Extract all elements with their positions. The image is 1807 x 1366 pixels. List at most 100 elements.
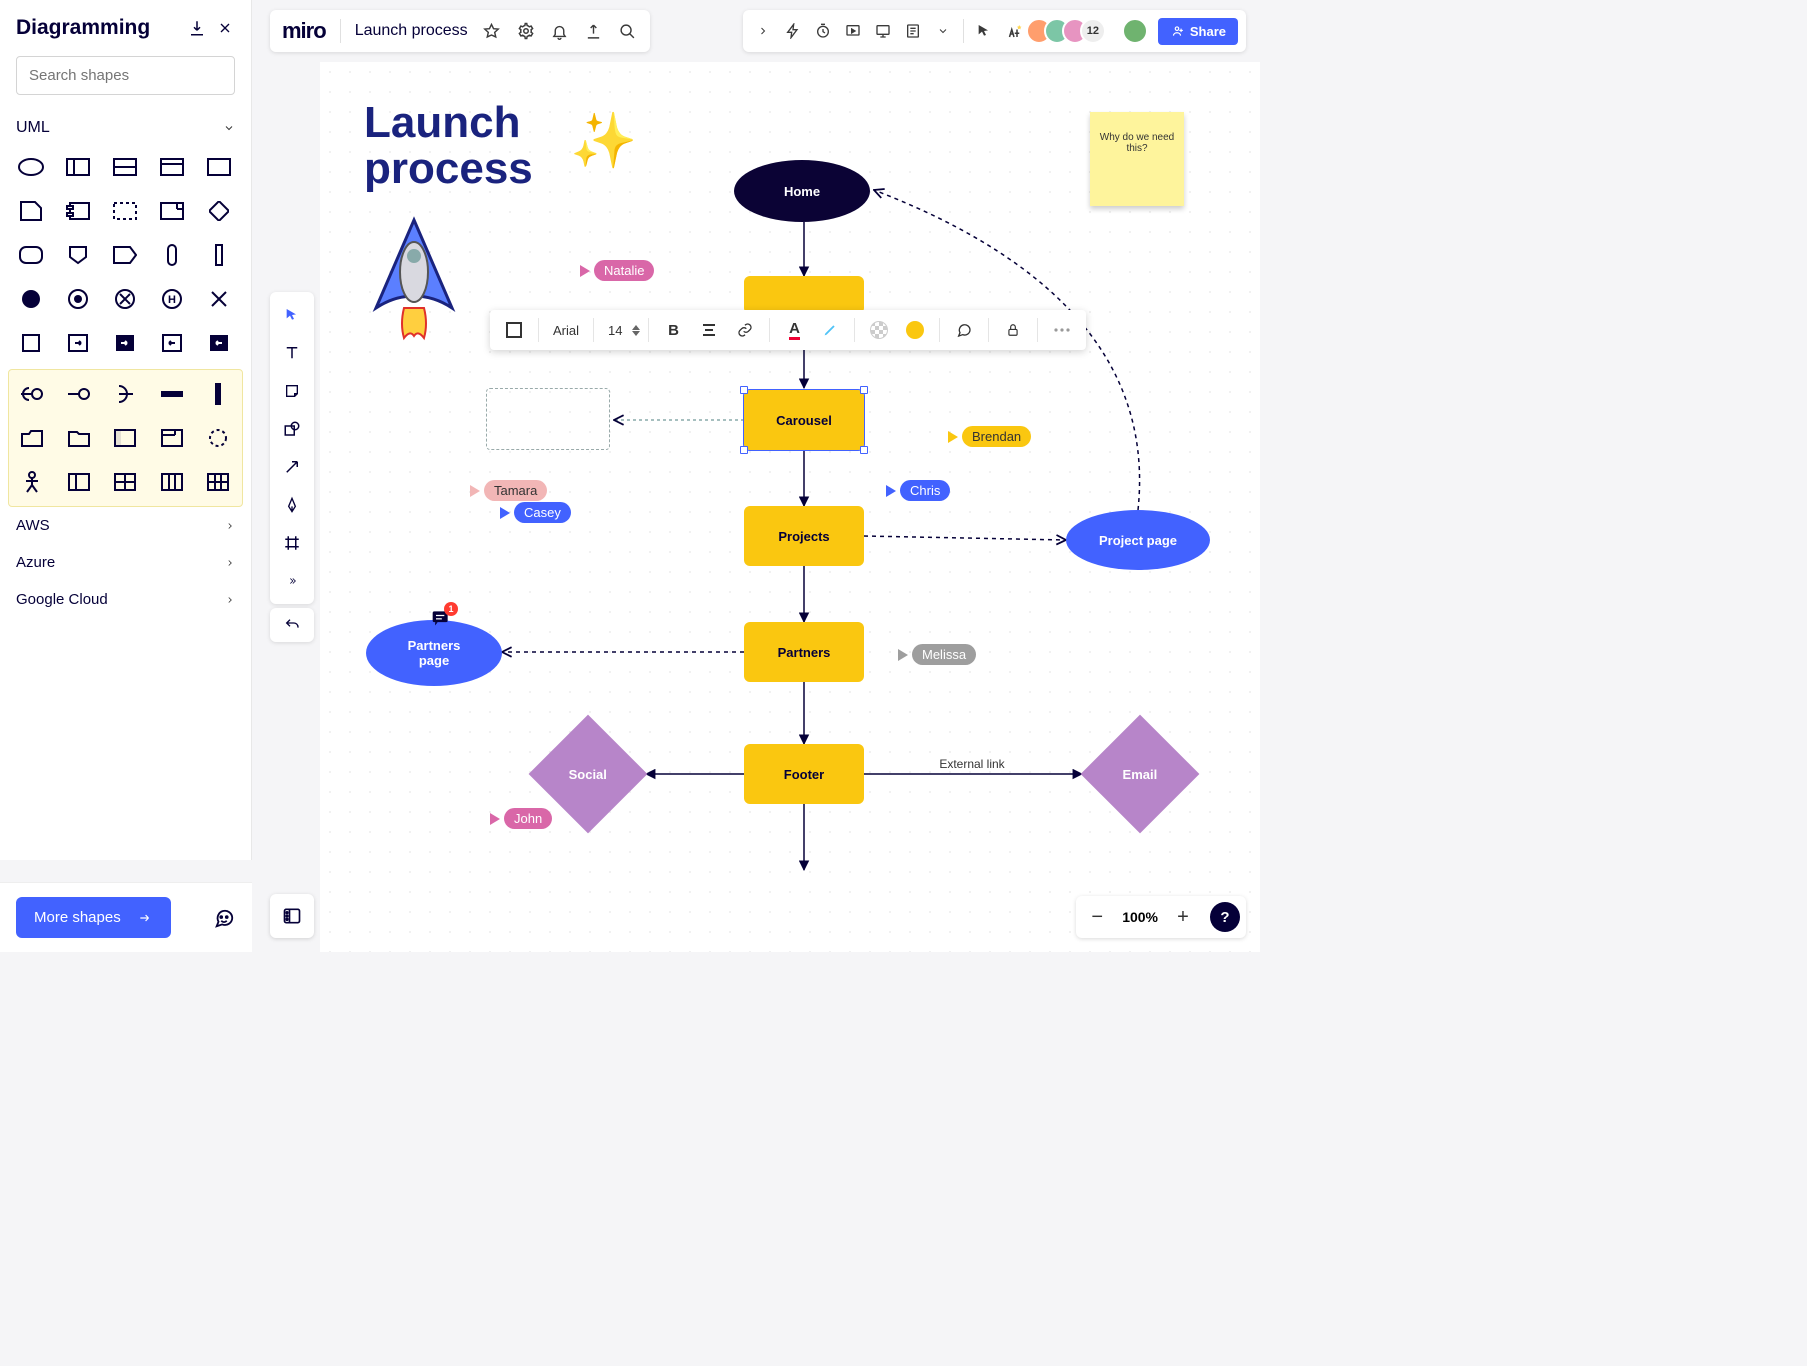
resize-handle[interactable] <box>740 386 748 394</box>
export-icon[interactable] <box>584 21 604 41</box>
text-color-button[interactable]: A <box>778 314 810 346</box>
fill-none-button[interactable] <box>863 314 895 346</box>
category-aws[interactable]: AWS <box>0 507 251 544</box>
shape-arrow-left[interactable] <box>153 325 191 361</box>
comment-button[interactable] <box>948 314 980 346</box>
shape-grid3[interactable] <box>199 464 237 500</box>
shape-3col[interactable] <box>153 464 191 500</box>
text-tool[interactable] <box>274 336 310 370</box>
pen-tool[interactable] <box>274 488 310 522</box>
resize-handle[interactable] <box>740 446 748 454</box>
arrow-tool[interactable] <box>274 450 310 484</box>
chevron-right-icon[interactable] <box>753 21 773 41</box>
shape-header-rect[interactable] <box>153 149 191 185</box>
shape-arrow-left-fill[interactable] <box>200 325 238 361</box>
avatar-me[interactable] <box>1122 18 1148 44</box>
present-icon[interactable] <box>843 21 863 41</box>
shape-table2[interactable] <box>106 149 144 185</box>
node-partners[interactable]: Partners <box>744 622 864 682</box>
share-button[interactable]: Share <box>1158 18 1238 45</box>
import-icon[interactable] <box>187 18 207 38</box>
node-footer[interactable]: Footer <box>744 744 864 804</box>
shape-shield[interactable] <box>59 237 97 273</box>
shape-tool[interactable] <box>274 412 310 446</box>
more-apps-icon[interactable] <box>933 21 953 41</box>
lock-button[interactable] <box>997 314 1029 346</box>
category-uml[interactable]: UML <box>0 111 251 145</box>
star-icon[interactable] <box>482 21 502 41</box>
rocket-sticker[interactable] <box>364 212 464 342</box>
shape-class[interactable] <box>59 149 97 185</box>
fill-color-button[interactable] <box>899 314 931 346</box>
shape-filled-circle[interactable] <box>12 281 50 317</box>
shape-rounded[interactable] <box>12 237 50 273</box>
node-partners-page[interactable]: Partners page 1 <box>366 620 502 686</box>
sticky-tool[interactable] <box>274 374 310 408</box>
category-azure[interactable]: Azure <box>0 544 251 581</box>
shape-frame2[interactable] <box>153 420 191 456</box>
shape-pill[interactable] <box>153 237 191 273</box>
font-size[interactable]: 14 <box>602 323 628 338</box>
shape-frame1[interactable] <box>106 420 144 456</box>
search-icon[interactable] <box>618 21 638 41</box>
ghost-placeholder[interactable] <box>486 388 610 450</box>
shape-grid2[interactable] <box>106 464 144 500</box>
node-home[interactable]: Home <box>734 160 870 222</box>
help-button[interactable]: ? <box>1210 902 1240 932</box>
shape-card[interactable] <box>153 193 191 229</box>
shape-vbar[interactable] <box>199 376 237 412</box>
more-tools[interactable] <box>274 564 310 598</box>
notes-icon[interactable] <box>903 21 923 41</box>
shape-circle-h[interactable]: H <box>153 281 191 317</box>
shape-component[interactable] <box>59 193 97 229</box>
comment-badge[interactable]: 1 <box>430 608 452 628</box>
shape-type-button[interactable] <box>498 314 530 346</box>
shape-x[interactable] <box>200 281 238 317</box>
shape-hbar[interactable] <box>153 376 191 412</box>
shape-target[interactable] <box>59 281 97 317</box>
shape-note[interactable] <box>12 193 50 229</box>
shape-interface[interactable] <box>106 376 144 412</box>
link-button[interactable] <box>729 314 761 346</box>
undo-button[interactable] <box>274 608 310 642</box>
cursor-mode-icon[interactable] <box>974 21 994 41</box>
more-shapes-button[interactable]: More shapes <box>16 897 171 938</box>
miro-logo[interactable]: miro <box>282 18 326 44</box>
category-gcloud[interactable]: Google Cloud <box>0 581 251 618</box>
node-project-page[interactable]: Project page <box>1066 510 1210 570</box>
shape-required[interactable] <box>60 376 98 412</box>
bolt-icon[interactable] <box>783 21 803 41</box>
canvas-title[interactable]: Launch process <box>364 100 533 192</box>
shape-actor[interactable] <box>13 464 51 500</box>
sticky-note[interactable]: Why do we need this? <box>1090 112 1184 206</box>
timer-icon[interactable] <box>813 21 833 41</box>
avatar-stack[interactable]: 12 <box>1034 18 1106 44</box>
more-options-button[interactable] <box>1046 314 1078 346</box>
select-tool[interactable] <box>274 298 310 332</box>
zoom-level[interactable]: 100% <box>1118 909 1162 925</box>
shape-rect[interactable] <box>200 149 238 185</box>
bell-icon[interactable] <box>550 21 570 41</box>
shape-dashed-rect[interactable] <box>106 193 144 229</box>
node-projects[interactable]: Projects <box>744 506 864 566</box>
settings-icon[interactable] <box>516 21 536 41</box>
shape-2col[interactable] <box>60 464 98 500</box>
minimap-toggle[interactable] <box>270 894 314 938</box>
font-family[interactable]: Arial <box>547 323 585 338</box>
font-size-stepper[interactable] <box>632 324 640 337</box>
align-button[interactable] <box>693 314 725 346</box>
shape-decision[interactable] <box>200 193 238 229</box>
feedback-icon[interactable] <box>212 906 236 930</box>
shape-folder[interactable] <box>13 420 51 456</box>
board-name[interactable]: Launch process <box>355 22 468 40</box>
search-shapes-input[interactable] <box>16 56 235 95</box>
shape-arrow-out[interactable] <box>59 325 97 361</box>
shape-provided[interactable] <box>13 376 51 412</box>
close-icon[interactable] <box>215 18 235 38</box>
shape-folder2[interactable] <box>60 420 98 456</box>
shape-dashed-circle[interactable] <box>199 420 237 456</box>
node-blank[interactable] <box>744 276 864 314</box>
highlight-button[interactable] <box>814 314 846 346</box>
frame-tool[interactable] <box>274 526 310 560</box>
shape-ellipse[interactable] <box>12 149 50 185</box>
